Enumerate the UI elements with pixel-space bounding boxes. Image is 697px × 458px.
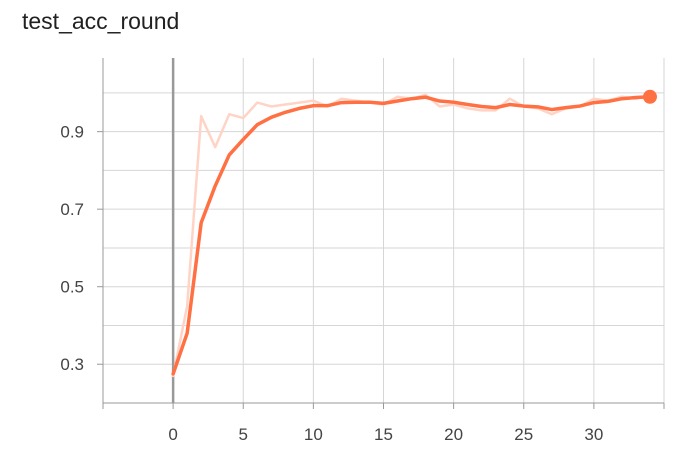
smoothed-series [171, 89, 657, 376]
y-tick-label: 0.7 [60, 200, 84, 219]
last-point-marker [642, 89, 657, 104]
y-tick-label: 0.5 [60, 278, 84, 297]
y-tick-label: 0.9 [60, 123, 84, 142]
chart-title: test_acc_round [22, 8, 180, 34]
tick-labels: 0 5 10 15 20 25 30 0.3 0.5 0.7 0.9 [60, 123, 665, 444]
x-tick-label: 20 [444, 425, 463, 444]
x-tick-label: 30 [584, 425, 603, 444]
smoothed-series-line [171, 95, 652, 376]
x-tick-label: 5 [239, 425, 248, 444]
grid-lines [102, 58, 665, 404]
x-tick-label: 25 [514, 425, 533, 444]
y-tick-label: 0.3 [60, 355, 84, 374]
x-tick-label: 0 [168, 425, 177, 444]
x-tick-label: 15 [374, 425, 393, 444]
x-tick-label: 10 [304, 425, 323, 444]
